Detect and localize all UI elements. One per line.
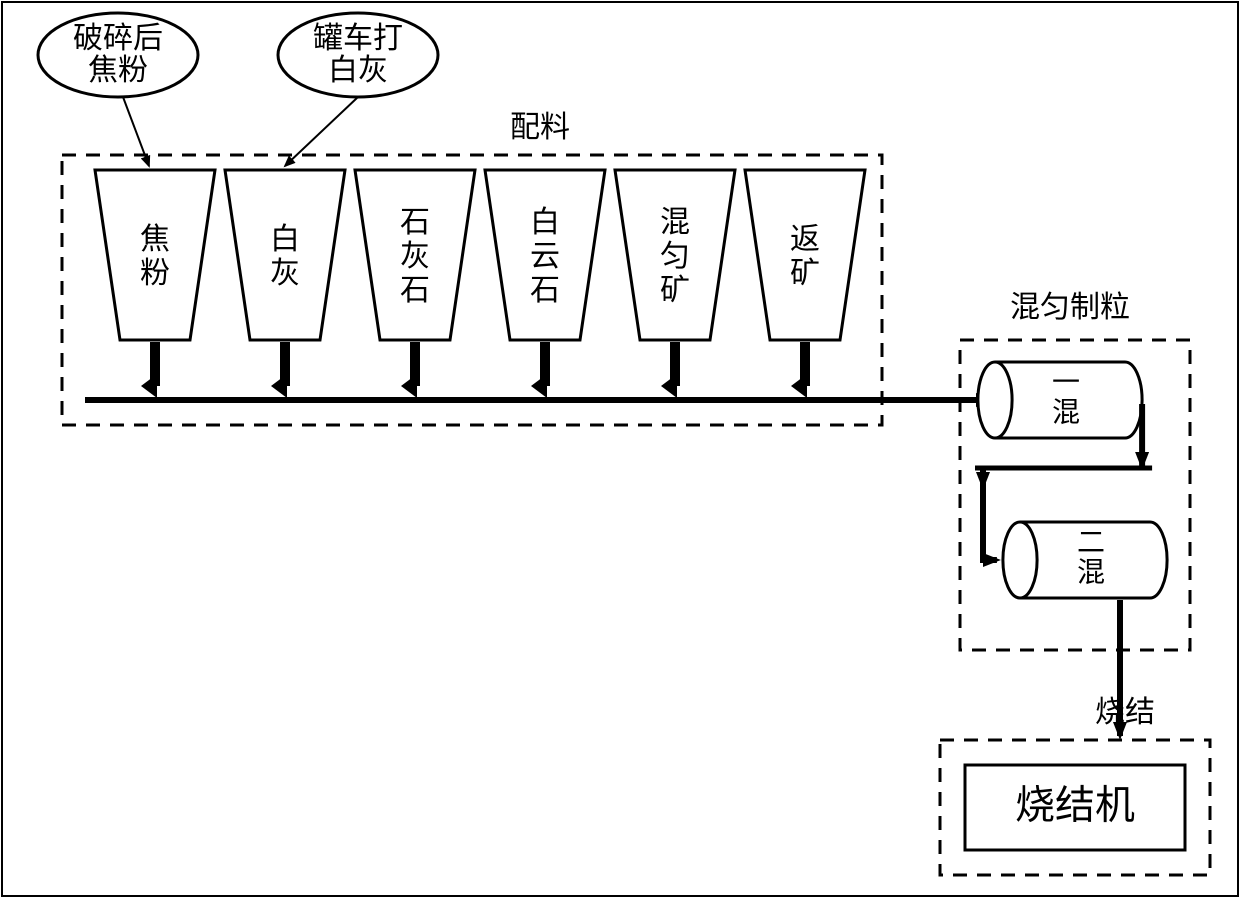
svg-text:矿: 矿	[790, 257, 820, 290]
hopper-1: 白灰	[225, 170, 345, 386]
svg-text:一: 一	[1052, 367, 1080, 398]
hopper-2: 石灰石	[355, 170, 475, 386]
svg-text:灰: 灰	[270, 257, 300, 290]
svg-text:混: 混	[1077, 557, 1105, 588]
svg-text:云: 云	[530, 240, 560, 273]
svg-text:白: 白	[270, 223, 300, 256]
mixer-2: 二混	[1003, 522, 1167, 598]
page-border	[2, 2, 1238, 896]
arrow-lime-to-hopper	[285, 97, 358, 166]
hopper-3: 白云石	[485, 170, 605, 386]
input-coke-ellipse: 破碎后焦粉	[38, 13, 198, 97]
svg-text:焦: 焦	[140, 223, 170, 256]
svg-text:矿: 矿	[660, 274, 690, 307]
svg-text:白灰: 白灰	[328, 54, 388, 87]
hopper-4: 混匀矿	[615, 170, 735, 386]
hopper-5: 返矿	[745, 170, 865, 386]
svg-text:罐车打: 罐车打	[313, 22, 403, 55]
label-sinter: 烧结	[1095, 696, 1155, 729]
input-lime-ellipse: 罐车打白灰	[278, 13, 438, 97]
svg-text:返: 返	[790, 223, 820, 256]
svg-text:混: 混	[1052, 397, 1080, 428]
svg-text:白: 白	[530, 206, 560, 239]
svg-text:焦粉: 焦粉	[88, 54, 148, 87]
svg-text:二: 二	[1077, 527, 1105, 558]
label-mixing: 混匀制粒	[1010, 291, 1130, 324]
svg-text:石: 石	[400, 274, 430, 307]
label-batching: 配料	[510, 111, 570, 144]
svg-text:石: 石	[530, 274, 560, 307]
svg-text:石: 石	[400, 206, 430, 239]
hopper-0: 焦粉	[95, 170, 215, 386]
sinter-machine-label: 烧结机	[1015, 783, 1135, 828]
mixer-1: 一混	[978, 362, 1142, 438]
svg-text:匀: 匀	[660, 240, 690, 273]
svg-text:粉: 粉	[140, 257, 170, 290]
svg-text:破碎后: 破碎后	[73, 22, 163, 55]
svg-text:灰: 灰	[400, 240, 430, 273]
svg-text:混: 混	[660, 206, 690, 239]
